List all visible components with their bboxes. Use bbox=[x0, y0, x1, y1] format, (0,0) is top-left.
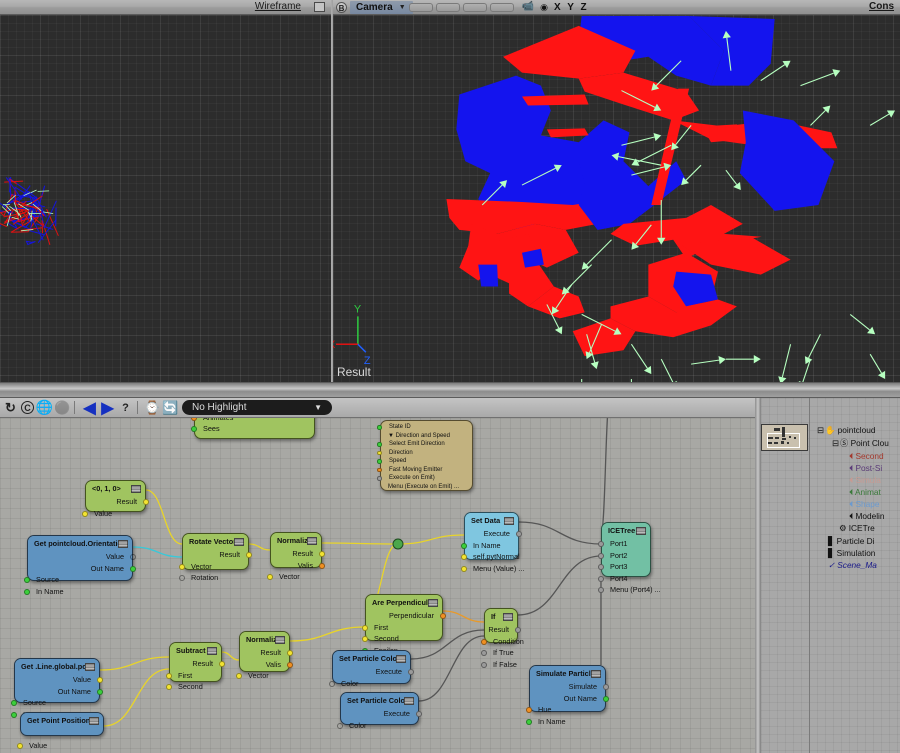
svg-text:X: X bbox=[333, 339, 336, 351]
svg-text:Y: Y bbox=[354, 303, 362, 315]
svg-text:Result: Result bbox=[337, 365, 371, 379]
